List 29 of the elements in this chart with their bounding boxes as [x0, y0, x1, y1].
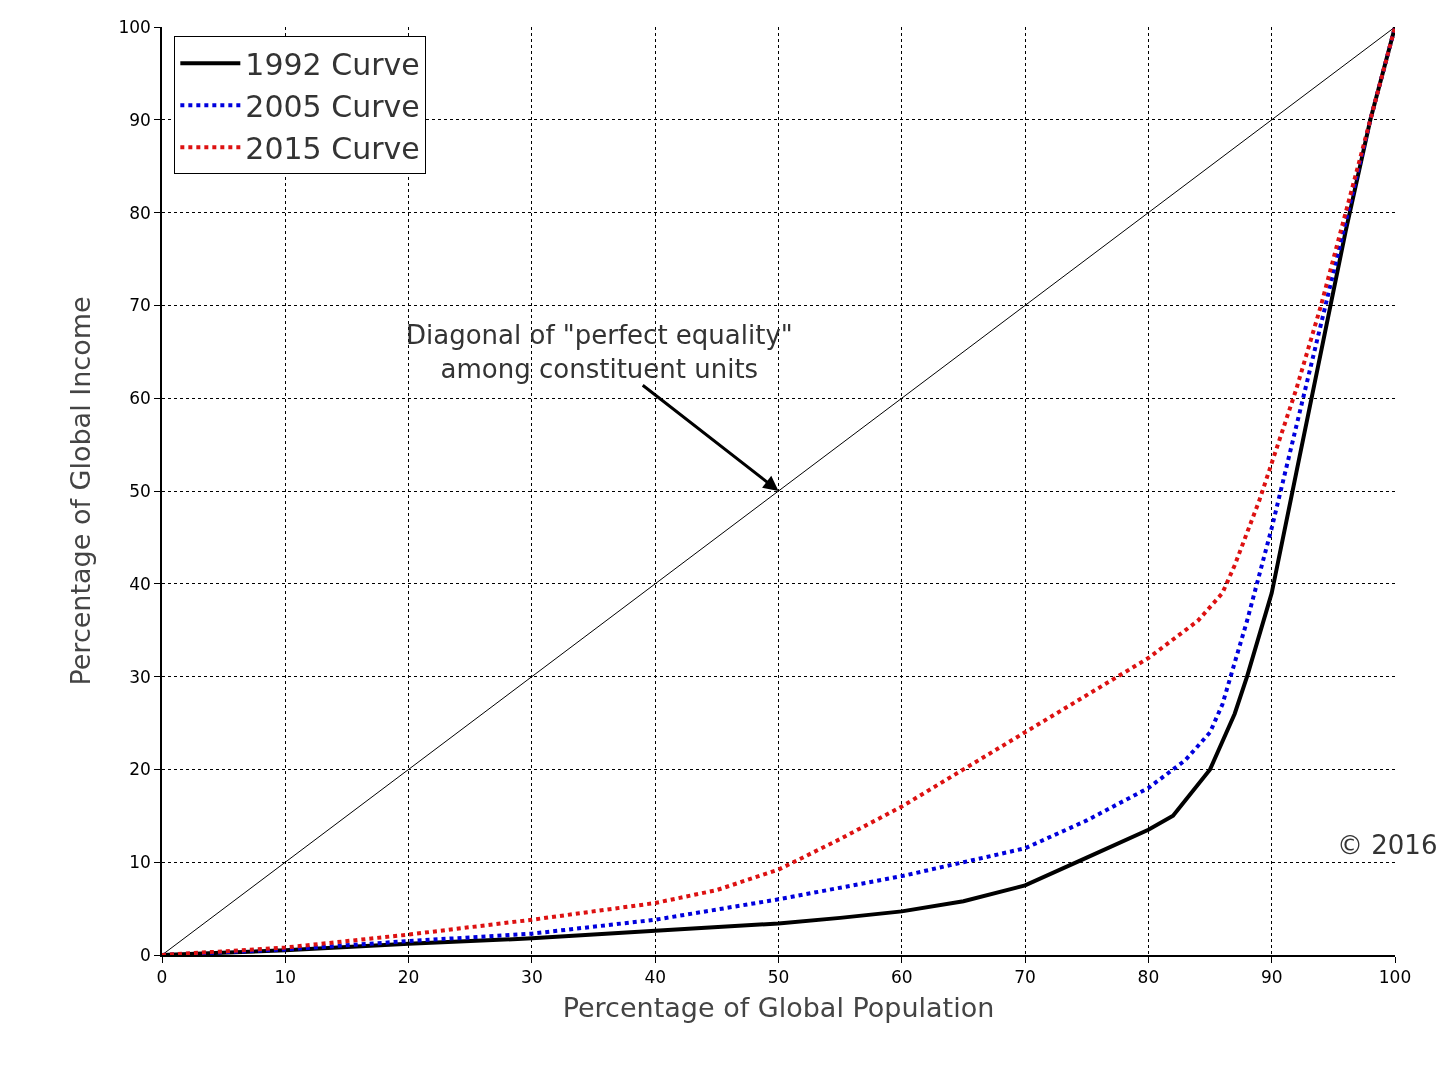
- x-tick-label: 100: [1378, 967, 1412, 988]
- y-tick-label: 80: [129, 202, 151, 223]
- y-tick-label: 50: [129, 480, 151, 501]
- y-axis-title: Percentage of Global Income: [64, 296, 96, 686]
- y-tick-label: 100: [118, 16, 151, 37]
- x-tick-label: 20: [397, 967, 420, 988]
- x-tick-label: 70: [1014, 967, 1036, 988]
- y-tick-label: 0: [140, 944, 151, 965]
- legend-label: 2015 Curve: [245, 130, 420, 166]
- x-tick-label: 80: [1137, 967, 1160, 988]
- y-tick-label: 60: [129, 388, 151, 409]
- x-tick-label: 60: [890, 967, 913, 988]
- y-tick-label: 90: [129, 109, 151, 130]
- annotation: © 2016: [1337, 830, 1438, 860]
- x-tick-label: 40: [644, 967, 667, 988]
- x-tick-label: 0: [156, 967, 168, 988]
- annotation: Diagonal of "perfect equality" among constituent units: [406, 320, 793, 384]
- legend-label: 2005 Curve: [245, 88, 420, 124]
- y-tick-label: 30: [129, 666, 151, 687]
- x-tick-label: 50: [767, 967, 790, 988]
- y-tick-label: 20: [129, 759, 151, 780]
- x-axis-title: Percentage of Global Population: [562, 992, 995, 1024]
- y-tick-label: 10: [129, 852, 151, 873]
- y-tick-label: 40: [129, 573, 151, 594]
- x-tick-label: 90: [1260, 967, 1283, 988]
- x-tick-label: 10: [274, 967, 297, 988]
- y-tick-label: 70: [129, 295, 151, 316]
- x-tick-label: 30: [521, 967, 543, 988]
- legend-label: 1992 Curve: [245, 46, 420, 82]
